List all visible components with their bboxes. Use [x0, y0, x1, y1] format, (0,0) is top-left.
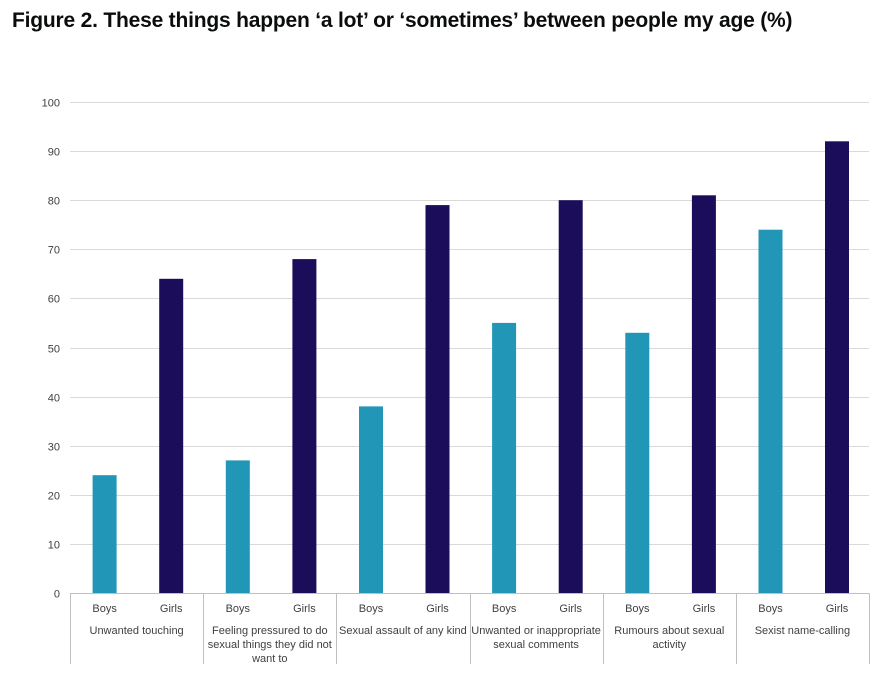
x-sub-label-girls: Girls: [293, 603, 316, 615]
bars: [92, 141, 849, 594]
x-group-label: sexual things they did not: [208, 639, 332, 651]
x-sub-label-boys: Boys: [92, 603, 117, 615]
y-tick-label: 90: [48, 147, 60, 159]
bar-boys: [225, 460, 250, 593]
x-axis: Boys Girls Unwanted touching Boys Girls Feeli…: [70, 593, 870, 665]
bar-girls: [825, 141, 849, 594]
x-group-label: want to: [251, 653, 287, 665]
y-tick-label: 10: [48, 540, 60, 552]
x-group-label: activity: [652, 639, 686, 651]
x-group-label: Rumours about sexual: [614, 625, 724, 637]
y-tick-label: 50: [48, 344, 60, 356]
y-tick-label: 40: [48, 393, 60, 405]
x-group-label: Unwanted or inappropriate: [471, 625, 601, 637]
x-sub-label-boys: Boys: [359, 603, 384, 615]
bar-girls: [425, 205, 450, 593]
x-group-label: Sexual assault of any kind: [339, 625, 467, 637]
x-sub-label-boys: Boys: [758, 603, 783, 615]
bar-boys: [758, 229, 783, 593]
gridlines: [70, 102, 869, 545]
bar-boys: [625, 332, 650, 593]
x-sub-label-girls: Girls: [693, 603, 716, 615]
figure-title: Figure 2. These things happen ‘a lot’ or…: [12, 9, 793, 32]
y-tick-label: 100: [42, 98, 60, 110]
x-group-label: Feeling pressured to do: [212, 625, 328, 637]
y-tick-label: 80: [48, 196, 60, 208]
y-axis-tick-labels: 0 10 20 30 40 50 60 70 80 90 100: [42, 98, 60, 601]
bar-girls: [292, 259, 317, 593]
y-tick-label: 0: [54, 589, 60, 601]
x-group-label: sexual comments: [493, 639, 579, 651]
x-sub-label-girls: Girls: [559, 603, 582, 615]
y-tick-label: 60: [48, 294, 60, 306]
x-sub-label-boys: Boys: [625, 603, 650, 615]
bar-girls: [159, 278, 184, 593]
x-group-label: Sexist name-calling: [755, 625, 850, 637]
bar-girls: [558, 200, 583, 593]
x-sub-label-boys: Boys: [226, 603, 251, 615]
x-group-label: Unwanted touching: [90, 625, 184, 637]
bar-boys: [359, 406, 383, 593]
y-tick-label: 20: [48, 491, 60, 503]
y-tick-label: 70: [48, 245, 60, 257]
x-sub-label-boys: Boys: [492, 603, 517, 615]
bar-girls: [691, 195, 716, 594]
bar-boys: [92, 475, 117, 593]
y-tick-label: 30: [48, 442, 60, 454]
bar-boys: [492, 322, 517, 593]
x-sub-label-girls: Girls: [426, 603, 449, 615]
x-sub-label-girls: Girls: [826, 603, 849, 615]
x-sub-label-girls: Girls: [160, 603, 183, 615]
